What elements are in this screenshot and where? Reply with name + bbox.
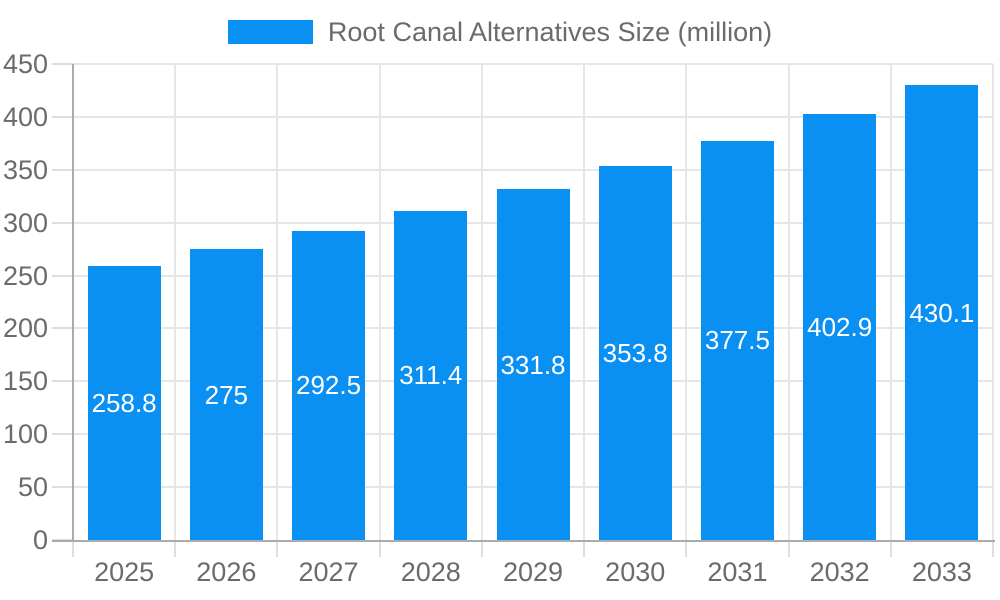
gridline-horizontal [73,168,993,171]
x-axis-label: 2027 [298,557,359,587]
bar-value-label: 377.5 [704,325,770,356]
x-axis-tick [480,542,483,557]
bar[interactable]: 430.1 [905,85,979,540]
bar[interactable]: 292.5 [292,230,366,540]
legend-label: Root Canal Alternatives Size (million) [327,17,773,47]
legend[interactable]: Root Canal Alternatives Size (million) [0,17,1000,47]
x-axis-tick [685,542,688,557]
y-axis-label: 0 [32,525,48,555]
y-axis-label: 300 [2,207,48,238]
y-axis-tick [52,486,73,489]
gridline-horizontal [73,63,993,65]
bar[interactable]: 377.5 [700,140,774,540]
gridline-vertical [889,64,892,540]
y-axis-label: 450 [2,49,48,79]
gridline-vertical [787,64,790,540]
bar[interactable]: 402.9 [803,113,877,540]
bar[interactable]: 353.8 [598,165,672,540]
gridline-horizontal [73,115,993,118]
bar[interactable]: 331.8 [496,189,570,540]
bar-value-label: 331.8 [500,349,566,380]
gridline-vertical [276,64,279,540]
bar-value-label: 430.1 [909,297,975,328]
legend-swatch [227,20,313,44]
y-axis-label: 150 [2,366,48,397]
bar-value-label: 275 [204,379,249,410]
y-axis-line [72,64,74,542]
y-axis-tick [52,63,73,65]
x-axis-tick [787,542,790,557]
bar[interactable]: 311.4 [394,210,468,540]
x-axis-tick [889,542,892,557]
y-axis-tick [52,168,73,171]
x-axis-label: 2025 [94,557,155,587]
x-axis-tick [583,542,586,557]
y-axis-tick [52,380,73,383]
y-axis-tick [52,274,73,277]
gridline-vertical [174,64,177,540]
y-axis-label: 100 [2,419,48,450]
gridline-vertical [583,64,586,540]
x-axis-tick [174,542,177,557]
y-axis-label: 350 [2,154,48,185]
bar[interactable]: 258.8 [87,266,161,540]
y-axis-tick [52,115,73,118]
x-axis-label: 2029 [502,557,564,587]
x-axis-label: 2030 [605,557,666,587]
bar-value-label: 258.8 [91,388,157,419]
y-axis-tick [52,433,73,436]
bar-value-label: 353.8 [602,337,668,368]
x-axis-line [52,540,995,542]
y-axis-label: 250 [2,260,48,291]
x-axis-label: 2026 [196,557,257,587]
bar-value-label: 311.4 [399,360,463,391]
y-axis-label: 200 [2,313,48,344]
x-axis-tick [276,542,279,557]
y-axis-tick [52,221,73,224]
bar-value-label: 402.9 [807,311,873,342]
bar[interactable]: 275 [189,249,263,540]
gridline-vertical [378,64,381,540]
x-axis-label: 2033 [911,557,972,587]
bar-value-label: 292.5 [296,370,362,401]
x-axis-tick [992,542,994,557]
x-axis-tick [72,542,74,557]
gridline-vertical [992,64,994,540]
x-axis-label: 2031 [707,557,768,587]
gridline-vertical [685,64,688,540]
gridline-vertical [480,64,483,540]
y-axis-label: 50 [17,472,48,503]
y-axis-label: 400 [2,101,48,132]
x-axis-label: 2032 [809,557,870,587]
y-axis-tick [52,327,73,330]
x-axis-tick [378,542,381,557]
x-axis-label: 2028 [400,557,461,587]
